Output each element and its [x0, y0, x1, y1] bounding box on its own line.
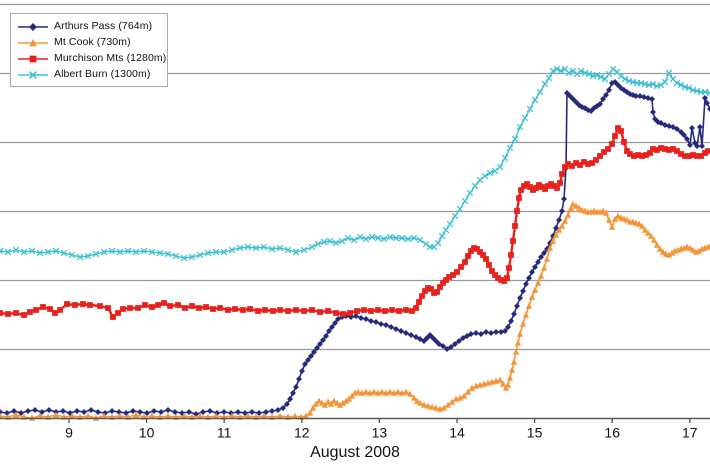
x-axis-tick-label: 15 — [527, 425, 543, 441]
series-markers-murchison-mts — [0, 125, 710, 320]
triangle-marker-icon — [17, 36, 49, 48]
x-axis-tick-label: 12 — [294, 425, 310, 441]
x-axis-tick-label: 17 — [682, 425, 698, 441]
series-line-murchison-mts — [0, 126, 710, 319]
x-axis-tick-label: 16 — [604, 425, 620, 441]
chart-legend: Arthurs Pass (764m) Mt Cook (730m) Murch… — [10, 13, 168, 87]
x-axis-tick-label: 14 — [449, 425, 465, 441]
x-axis-tick-label: 9 — [65, 425, 73, 441]
diamond-marker-icon — [17, 20, 49, 32]
legend-item-arthurs-pass: Arthurs Pass (764m) — [17, 18, 161, 34]
legend-label-arthurs-pass: Arthurs Pass (764m) — [54, 20, 153, 32]
series-markers-arthurs-pass — [0, 79, 710, 417]
x-axis-tick-label: 13 — [372, 425, 388, 441]
series-line-arthurs-pass — [0, 81, 710, 415]
series-markers-albert-burn — [0, 65, 710, 262]
series-markers-mt-cook — [0, 200, 710, 421]
square-marker-icon — [17, 52, 49, 64]
x-axis-title: August 2008 — [310, 444, 400, 461]
x-marker-icon — [17, 68, 49, 80]
legend-label-albert-burn: Albert Burn (1300m) — [54, 68, 151, 80]
x-axis-tick-label: 10 — [139, 425, 155, 441]
legend-item-murchison-mts: Murchison Mts (1280m) — [17, 50, 166, 66]
legend-item-mt-cook: Mt Cook (730m) — [17, 34, 161, 50]
legend-label-murchison-mts: Murchison Mts (1280m) — [54, 52, 167, 64]
legend-item-albert-burn: Albert Burn (1300m) — [17, 66, 161, 82]
legend-label-mt-cook: Mt Cook (730m) — [54, 36, 131, 48]
x-axis-tick-label: 11 — [217, 425, 232, 441]
